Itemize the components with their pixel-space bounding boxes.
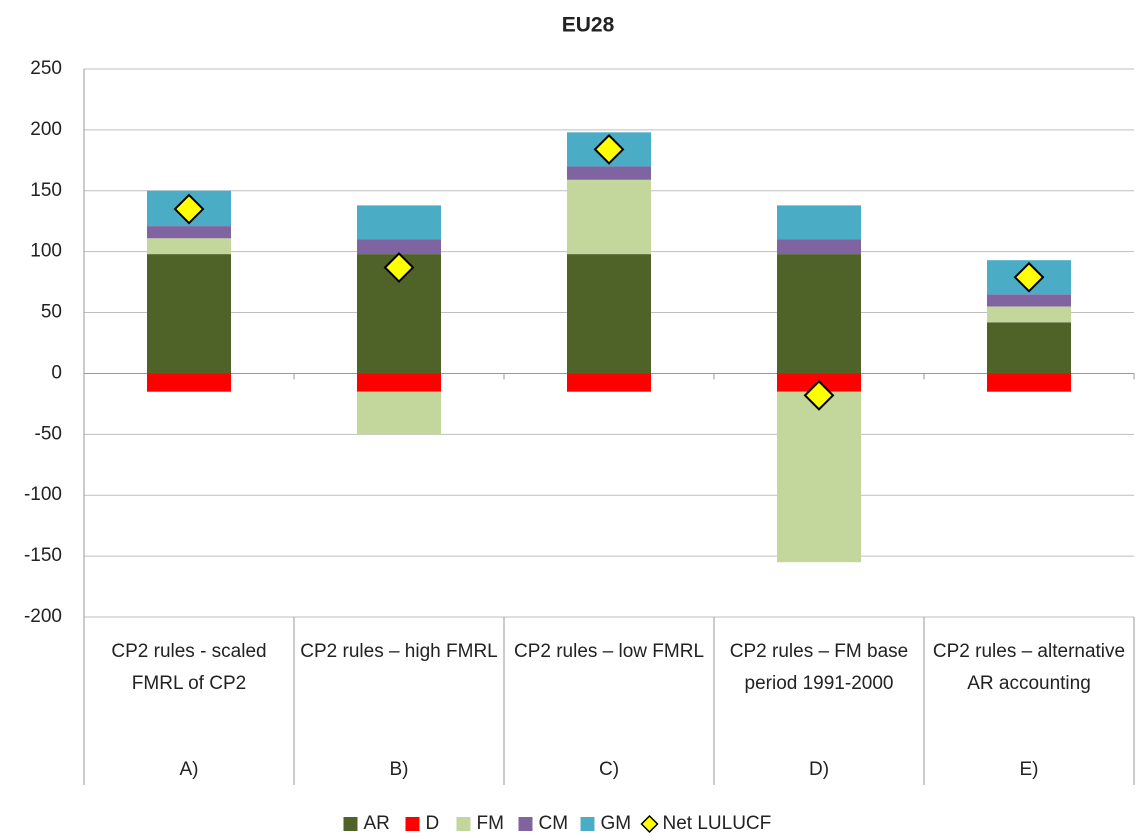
legend-label: GM: [601, 813, 632, 834]
legend-swatch: [405, 817, 420, 831]
x-group-label: E): [1019, 759, 1039, 780]
net-marker: [803, 379, 835, 411]
legend-swatch: [580, 817, 595, 831]
bar-segment: [987, 322, 1071, 374]
x-group-label: A): [179, 759, 199, 780]
bar-segment: [357, 391, 441, 435]
y-tick-label: 200: [30, 119, 62, 140]
x-group-label: D): [808, 759, 830, 780]
legend-label: CM: [539, 813, 569, 834]
y-tick-label: -150: [24, 545, 62, 566]
x-category-label: CP2 rules – alternative AR accounting: [932, 641, 1126, 694]
bar-segment: [357, 239, 441, 255]
x-category-label: CP2 rules - scaled FMRL of CP2: [111, 641, 267, 694]
y-tick-label: 250: [30, 58, 62, 79]
bar-segment: [147, 226, 231, 239]
y-tick-label: 100: [30, 241, 62, 262]
bar-segment: [357, 205, 441, 240]
bar-segment: [987, 373, 1071, 392]
bar-segment: [567, 166, 651, 180]
bar-segment: [777, 205, 861, 240]
y-tick-label: 50: [41, 302, 62, 323]
bar-segment: [147, 254, 231, 374]
legend-swatch: [456, 817, 471, 831]
x-group-label: B): [389, 759, 409, 780]
bar-segment: [147, 373, 231, 392]
y-tick-label: 150: [30, 180, 62, 201]
bar-segment: [987, 294, 1071, 307]
bar-segment: [777, 254, 861, 374]
net-marker: [1013, 261, 1045, 293]
y-tick-label: 0: [51, 362, 62, 383]
y-tick-label: -50: [35, 423, 62, 444]
bar-segment: [567, 373, 651, 392]
legend-swatch: [640, 814, 659, 834]
x-category-label: CP2 rules – FM base period 1991-2000: [729, 641, 909, 694]
legend-label: AR: [364, 813, 390, 834]
legend-label: Net LULUCF: [663, 813, 772, 834]
net-marker: [383, 252, 415, 283]
legend-label: FM: [477, 813, 504, 834]
legend-swatch: [518, 817, 533, 831]
x-group-label: C): [598, 759, 620, 780]
x-category-label: CP2 rules – low FMRL: [513, 641, 705, 662]
x-category-label: CP2 rules – high FMRL: [300, 641, 498, 662]
bar-segment: [147, 238, 231, 255]
net-marker: [173, 193, 205, 225]
bar-segment: [987, 306, 1071, 323]
y-tick-label: -100: [24, 484, 62, 505]
legend-swatch: [343, 817, 358, 831]
bar-segment: [777, 391, 861, 563]
bar-segment: [777, 239, 861, 255]
chart-title: EU28: [562, 14, 615, 37]
bar-segment: [567, 254, 651, 374]
legend-label: D: [426, 813, 440, 834]
net-marker: [593, 133, 625, 165]
bar-segment: [357, 373, 441, 392]
y-tick-label: -200: [24, 606, 62, 627]
bar-segment: [567, 179, 651, 255]
